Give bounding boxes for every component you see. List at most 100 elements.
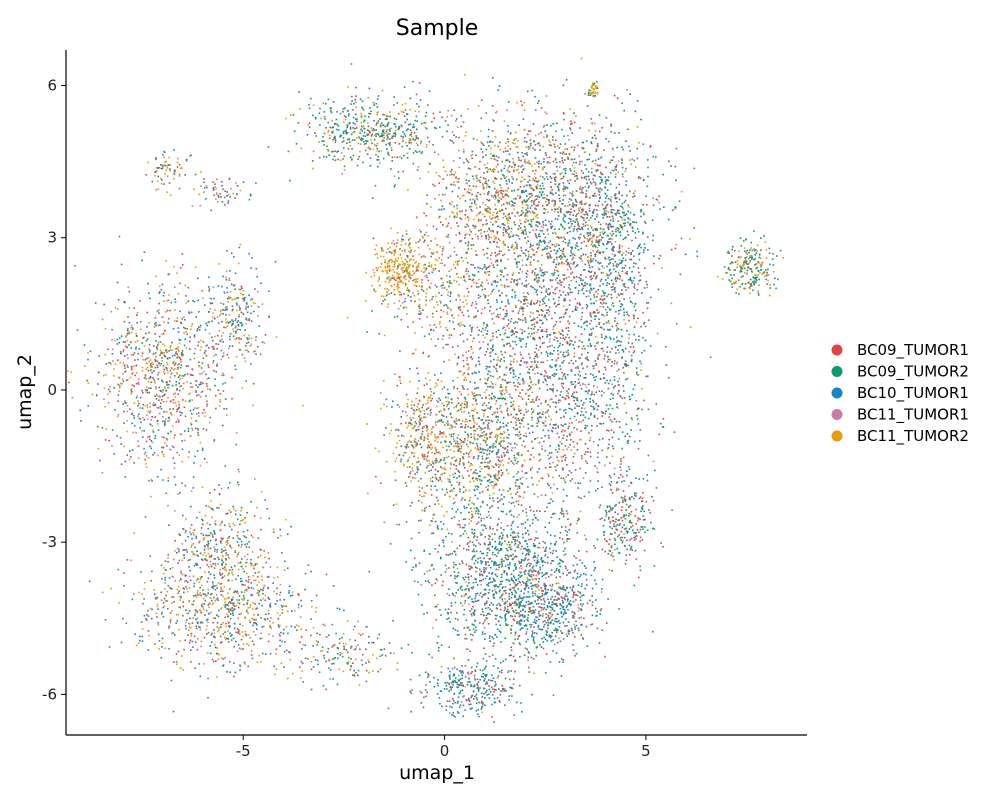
data-point-bc09-tumor2 — [599, 197, 601, 200]
data-point-bc10-tumor1 — [631, 250, 634, 252]
data-point-bc09-tumor1 — [467, 626, 470, 629]
data-point-bc09-tumor1 — [509, 148, 512, 150]
data-point-bc09-tumor2 — [609, 398, 612, 400]
data-point-bc10-tumor1 — [564, 445, 567, 447]
data-point-bc10-tumor1 — [618, 231, 621, 234]
data-point-bc09-tumor2 — [610, 258, 612, 260]
data-point-bc11-tumor2 — [525, 514, 528, 517]
data-point-bc11-tumor2 — [462, 194, 465, 197]
data-point-bc09-tumor1 — [578, 257, 581, 259]
data-point-bc09-tumor2 — [486, 444, 488, 446]
data-point-bc09-tumor1 — [533, 323, 535, 325]
data-point-bc09-tumor2 — [585, 140, 588, 142]
data-point-bc10-tumor1 — [621, 159, 623, 161]
data-point-bc09-tumor1 — [514, 428, 517, 431]
data-point-bc09-tumor2 — [557, 189, 560, 192]
data-point-bc11-tumor2 — [418, 486, 420, 488]
data-point-bc11-tumor2 — [456, 364, 458, 366]
data-point-bc10-tumor1 — [480, 330, 483, 333]
data-point-bc11-tumor1 — [582, 477, 585, 479]
data-point-bc10-tumor1 — [617, 309, 620, 312]
data-point-bc09-tumor1 — [550, 429, 553, 432]
data-point-bc09-tumor2 — [494, 280, 497, 282]
data-point-bc11-tumor2 — [547, 473, 549, 475]
data-point-bc10-tumor1 — [528, 368, 530, 371]
data-point-bc09-tumor2 — [466, 433, 469, 436]
data-point-bc09-tumor1 — [521, 308, 524, 310]
data-point-bc09-tumor2 — [474, 429, 477, 432]
data-point-bc11-tumor1 — [551, 344, 553, 347]
data-point-bc09-tumor2 — [569, 343, 572, 345]
data-point-bc09-tumor2 — [530, 204, 533, 207]
data-point-bc09-tumor2 — [632, 221, 634, 223]
data-point-bc10-tumor1 — [631, 282, 633, 284]
data-point-bc09-tumor2 — [594, 245, 597, 247]
data-point-bc09-tumor2 — [505, 343, 508, 346]
data-point-bc10-tumor1 — [575, 204, 578, 206]
data-point-bc10-tumor1 — [553, 375, 555, 377]
data-point-bc09-tumor2 — [570, 381, 573, 383]
data-point-bc09-tumor2 — [568, 344, 571, 346]
data-point-bc09-tumor2 — [596, 488, 599, 490]
data-point-bc10-tumor1 — [539, 373, 542, 375]
data-point-bc11-tumor2 — [429, 206, 432, 208]
data-point-bc10-tumor1 — [500, 440, 503, 443]
data-point-bc09-tumor1 — [501, 353, 503, 356]
data-point-bc09-tumor1 — [490, 218, 493, 220]
data-point-bc11-tumor2 — [518, 408, 520, 410]
data-point-bc09-tumor2 — [492, 169, 494, 171]
data-point-bc09-tumor1 — [647, 319, 650, 321]
data-point-bc11-tumor2 — [497, 463, 500, 466]
data-point-bc09-tumor1 — [582, 419, 584, 422]
data-point-bc09-tumor1 — [421, 454, 424, 457]
data-point-bc10-tumor1 — [582, 192, 584, 194]
data-point-bc09-tumor1 — [589, 480, 592, 482]
data-point-bc11-tumor2 — [453, 406, 455, 409]
data-point-bc11-tumor2 — [496, 439, 498, 441]
data-point-bc09-tumor2 — [581, 341, 583, 343]
data-point-bc09-tumor2 — [480, 451, 483, 454]
data-point-bc10-tumor1 — [554, 228, 556, 230]
data-point-bc10-tumor1 — [556, 277, 558, 279]
data-point-bc10-tumor1 — [640, 362, 643, 365]
data-point-bc09-tumor1 — [495, 463, 497, 465]
data-point-bc09-tumor1 — [623, 201, 626, 203]
data-point-bc11-tumor1 — [498, 190, 500, 192]
data-point-bc10-tumor1 — [564, 186, 567, 188]
data-point-bc09-tumor1 — [496, 163, 499, 166]
data-point-bc09-tumor1 — [549, 254, 551, 256]
data-point-bc11-tumor1 — [451, 131, 454, 133]
data-point-bc11-tumor2 — [484, 223, 487, 226]
data-point-bc09-tumor1 — [578, 188, 581, 190]
data-point-bc11-tumor2 — [449, 474, 451, 477]
data-point-bc11-tumor2 — [630, 163, 632, 165]
data-point-bc11-tumor2 — [458, 391, 461, 393]
data-point-bc09-tumor2 — [585, 390, 588, 393]
data-point-bc09-tumor2 — [586, 213, 588, 215]
data-point-bc09-tumor2 — [636, 100, 639, 102]
data-point-bc11-tumor2 — [427, 372, 430, 374]
data-point-bc09-tumor2 — [573, 149, 575, 151]
data-point-bc09-tumor1 — [493, 158, 496, 160]
data-point-bc09-tumor2 — [605, 284, 608, 287]
data-point-bc10-tumor1 — [477, 360, 480, 363]
data-point-bc09-tumor2 — [543, 240, 545, 243]
data-point-bc10-tumor1 — [653, 255, 655, 257]
data-point-bc10-tumor1 — [544, 295, 547, 298]
data-point-bc10-tumor1 — [540, 352, 543, 354]
data-point-bc09-tumor2 — [602, 217, 604, 219]
data-point-bc10-tumor1 — [430, 485, 432, 487]
data-point-bc09-tumor2 — [392, 400, 394, 403]
data-point-bc09-tumor2 — [443, 472, 446, 474]
data-point-bc09-tumor2 — [501, 292, 503, 294]
data-point-bc11-tumor2 — [616, 276, 619, 279]
data-point-bc11-tumor2 — [630, 358, 632, 361]
data-point-bc09-tumor1 — [447, 343, 449, 346]
data-point-bc09-tumor2 — [633, 315, 635, 318]
data-point-bc09-tumor2 — [614, 261, 617, 263]
data-point-bc10-tumor1 — [527, 486, 529, 488]
data-point-bc09-tumor1 — [519, 437, 521, 440]
data-point-bc09-tumor2 — [440, 418, 443, 421]
data-point-bc10-tumor1 — [554, 200, 557, 203]
data-point-bc09-tumor1 — [596, 342, 598, 345]
